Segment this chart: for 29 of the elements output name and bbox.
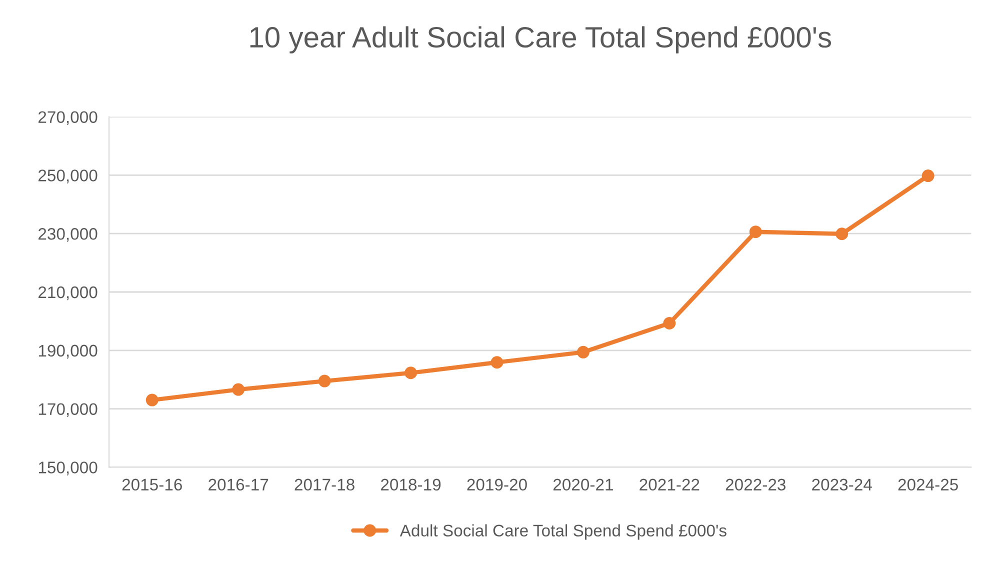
point [146,394,158,406]
y-tick-label: 250,000 [38,170,98,184]
y-tick-label: 270,000 [38,111,98,125]
chart-title: 10 year Adult Social Care Total Spend £000's [250,26,832,54]
x-tick-label: 2022-23 [726,478,786,491]
point [490,356,504,369]
x-tick-label: 2017-18 [294,478,354,491]
y-tick-label: 150,000 [38,462,98,476]
x-tick-label: 2021-22 [640,478,700,491]
x-tick-label: 2016-17 [208,478,268,491]
point [232,383,245,396]
y-tick-label: 210,000 [38,286,98,300]
x-tick-label: 2023-24 [812,478,872,491]
legend-label: Adult Social Care Total Spend Spend £000's [400,524,726,540]
y-tick-label: 230,000 [38,228,98,242]
y-tick-label: 170,000 [38,403,98,417]
point [749,226,762,238]
x-tick-label: 2018-19 [381,478,441,491]
point [576,346,590,358]
x-tick-label: 2024-25 [898,478,958,491]
point [836,228,848,240]
point [318,374,331,388]
point [404,366,418,380]
x-tick-label: 2020-21 [553,478,613,491]
point [663,316,676,330]
y-tick-label: 190,000 [38,344,98,359]
x-tick-label: 2019-20 [467,478,527,491]
point [922,170,934,182]
x-tick-label: 2015-16 [122,478,182,491]
